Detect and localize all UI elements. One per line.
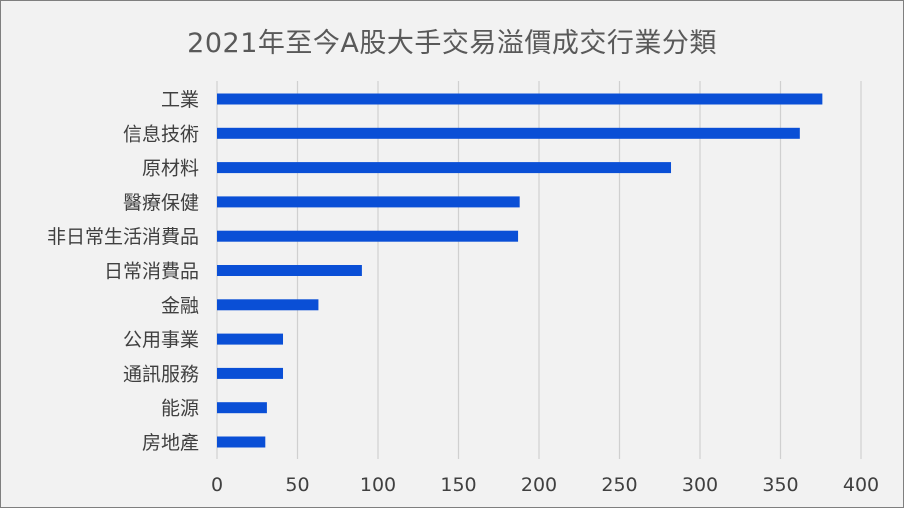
bar [217,93,823,105]
bar [217,333,284,345]
category-label: 能源 [161,398,199,420]
x-tick-label: 350 [762,474,798,496]
category-label: 原材料 [142,158,199,180]
x-tick-label: 0 [211,474,223,496]
bar [217,367,284,379]
x-tick-label: 300 [682,474,718,496]
bar [217,436,266,448]
category-label: 非日常生活消費品 [47,226,199,248]
category-label: 醫療保健 [123,192,199,214]
x-tick-label: 250 [601,474,637,496]
category-label: 房地產 [142,432,199,454]
bar [217,265,362,276]
x-tick-label: 150 [440,474,476,496]
x-tick-label: 50 [285,474,309,496]
category-labels: 工業信息技術原材料醫療保健非日常生活消費品日常消費品金融公用事業通訊服務能源房地… [47,89,199,454]
bar [217,196,520,208]
x-tick-label: 200 [521,474,557,496]
chart-title: 2021年至今A股大手交易溢價成交行業分類 [187,28,717,59]
bar [217,127,800,139]
bar [217,230,519,242]
category-label: 公用事業 [123,329,199,351]
bars [217,93,823,448]
bar [217,162,672,174]
x-axis-tick-labels: 0 50 100 150 200 250 300 350 400 [211,474,879,496]
category-label: 通訊服務 [123,363,199,385]
category-label: 信息技術 [123,123,199,145]
bar [217,299,319,311]
bar [217,402,267,414]
x-tick-label: 400 [843,474,879,496]
x-tick-label: 100 [360,474,396,496]
category-label: 金融 [161,295,199,317]
category-label: 日常消費品 [104,261,199,283]
category-label: 工業 [161,89,199,111]
